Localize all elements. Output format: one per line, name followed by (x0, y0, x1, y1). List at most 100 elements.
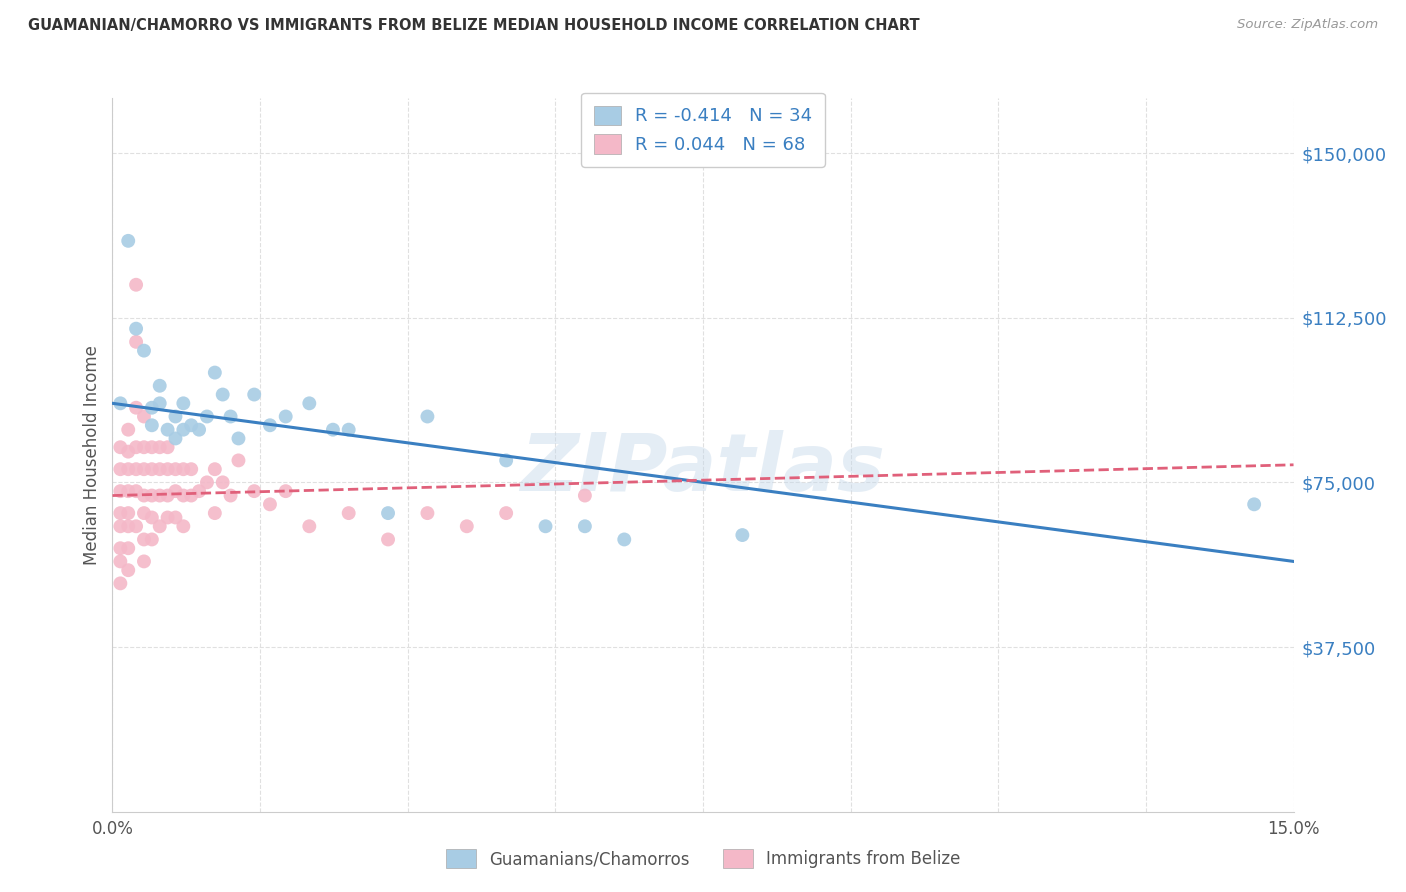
Point (228, 453, 250, 467)
Point (180, 489, 202, 503)
Point (337, 506, 360, 520)
Point (156, 462, 179, 476)
Point (110, 440, 132, 454)
Y-axis label: Median Household Income: Median Household Income (83, 345, 101, 565)
Point (613, 533, 636, 547)
Point (274, 484, 297, 499)
Point (110, 462, 132, 476)
Point (125, 440, 148, 454)
Point (180, 418, 202, 433)
Point (149, 378, 172, 392)
Point (219, 489, 242, 503)
Point (141, 533, 163, 547)
Point (110, 506, 132, 520)
Point (377, 506, 399, 520)
Point (204, 462, 226, 476)
Point (149, 519, 172, 533)
Point (149, 489, 172, 503)
Point (132, 462, 155, 476)
Point (165, 432, 187, 446)
Point (574, 519, 596, 533)
Point (204, 506, 226, 520)
Point (117, 234, 139, 248)
Point (156, 510, 179, 524)
Point (117, 519, 139, 533)
Point (195, 475, 218, 490)
Point (172, 423, 194, 437)
Point (149, 440, 172, 454)
Point (110, 576, 132, 591)
Point (322, 423, 344, 437)
Point (377, 533, 399, 547)
Point (172, 519, 194, 533)
Point (243, 387, 266, 401)
Point (298, 519, 321, 533)
Point (534, 519, 557, 533)
Point (117, 444, 139, 458)
Point (141, 401, 163, 415)
Point (117, 506, 139, 520)
Point (117, 541, 139, 556)
Point (125, 401, 148, 415)
Point (188, 484, 211, 499)
Point (165, 462, 187, 476)
Point (298, 396, 321, 410)
Point (243, 484, 266, 499)
Point (180, 462, 202, 476)
Point (416, 409, 439, 424)
Point (125, 519, 148, 533)
Point (211, 387, 233, 401)
Point (125, 462, 148, 476)
Point (132, 409, 155, 424)
Point (259, 418, 281, 433)
Point (141, 418, 163, 433)
Point (204, 366, 226, 380)
Point (165, 484, 187, 499)
Point (195, 409, 218, 424)
Point (132, 489, 155, 503)
Point (165, 510, 187, 524)
Point (132, 533, 155, 547)
Point (141, 462, 163, 476)
Point (172, 396, 194, 410)
Point (117, 462, 139, 476)
Point (456, 519, 478, 533)
Point (117, 484, 139, 499)
Point (110, 519, 132, 533)
Point (156, 440, 179, 454)
Point (1243, 497, 1265, 511)
Point (132, 554, 155, 568)
Point (110, 554, 132, 568)
Point (110, 541, 132, 556)
Point (110, 484, 132, 499)
Point (274, 409, 297, 424)
Point (125, 484, 148, 499)
Point (495, 453, 517, 467)
Point (172, 462, 194, 476)
Point (156, 423, 179, 437)
Point (141, 440, 163, 454)
Point (172, 489, 194, 503)
Point (132, 506, 155, 520)
Point (117, 423, 139, 437)
Point (211, 475, 233, 490)
Text: Source: ZipAtlas.com: Source: ZipAtlas.com (1237, 18, 1378, 31)
Point (117, 563, 139, 577)
Point (188, 423, 211, 437)
Legend: Guamanians/Chamorros, Immigrants from Belize: Guamanians/Chamorros, Immigrants from Be… (439, 843, 967, 875)
Point (125, 321, 148, 335)
Point (132, 440, 155, 454)
Point (219, 409, 242, 424)
Point (132, 343, 155, 358)
Point (495, 506, 517, 520)
Point (416, 506, 439, 520)
Point (156, 489, 179, 503)
Point (259, 497, 281, 511)
Point (110, 396, 132, 410)
Point (574, 489, 596, 503)
Point (228, 432, 250, 446)
Point (165, 409, 187, 424)
Text: ZIPatlas: ZIPatlas (520, 430, 886, 508)
Point (149, 396, 172, 410)
Point (731, 528, 754, 542)
